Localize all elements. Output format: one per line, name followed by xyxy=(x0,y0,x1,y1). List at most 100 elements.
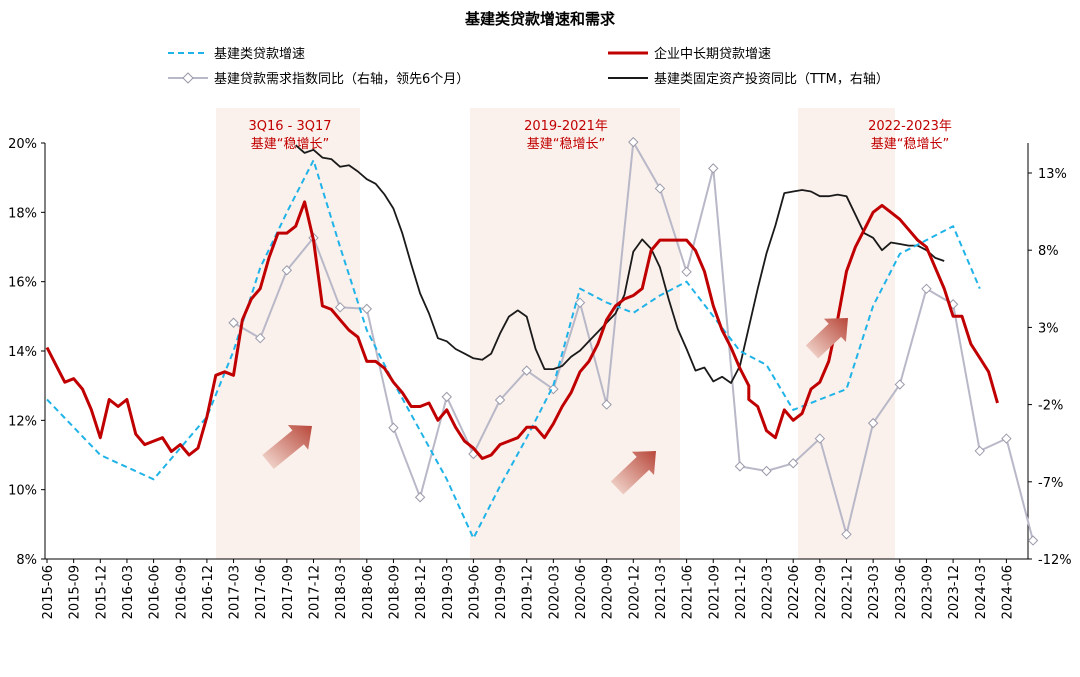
x-tick-label: 2017-09 xyxy=(281,565,296,619)
data-point xyxy=(734,461,746,472)
band-label: 基建“稳增长” xyxy=(527,136,605,152)
data-point xyxy=(521,365,532,376)
x-tick-label: 2016-09 xyxy=(174,565,189,619)
data-point xyxy=(574,297,586,308)
x-tick-label: 2016-03 xyxy=(121,565,136,619)
left-tick-label: 14% xyxy=(8,345,37,360)
data-point xyxy=(1001,433,1012,444)
legend-item: 基建类固定资产投资同比（TTM，右轴） xyxy=(608,71,889,87)
data-point xyxy=(228,317,239,328)
x-tick-label: 2016-12 xyxy=(201,565,216,619)
legend-label: 基建类贷款增速 xyxy=(214,47,305,62)
x-tick-label: 2017-03 xyxy=(228,565,243,619)
data-point xyxy=(841,529,852,540)
right-tick-label: -12% xyxy=(1038,553,1072,568)
x-tick-label: 2022-06 xyxy=(787,565,802,619)
data-point xyxy=(628,136,639,148)
series-layer xyxy=(45,136,1039,546)
legend-item: 企业中长期贷款增速 xyxy=(608,46,771,62)
legend-marker xyxy=(182,72,194,84)
data-point xyxy=(894,379,906,390)
x-tick-label: 2016-06 xyxy=(148,565,163,619)
x-tick-label: 2018-06 xyxy=(361,565,376,619)
x-tick-label: 2019-06 xyxy=(467,565,482,619)
right-tick-label: -2% xyxy=(1038,399,1063,414)
x-tick-label: 2024-03 xyxy=(974,565,989,619)
left-tick-label: 20% xyxy=(8,137,37,152)
data-point xyxy=(414,492,426,503)
data-point xyxy=(681,266,692,278)
left-tick-label: 10% xyxy=(8,484,37,499)
data-point xyxy=(494,394,506,406)
data-point xyxy=(254,333,266,344)
legend-label: 基建贷款需求指数同比（右轴，领先6个月） xyxy=(214,72,469,87)
band-label: 2022-2023年 xyxy=(868,119,952,134)
x-tick-label: 2017-06 xyxy=(254,565,269,619)
right-tick-label: 8% xyxy=(1038,244,1059,259)
left-tick-label: 16% xyxy=(8,276,37,291)
data-point xyxy=(787,458,799,469)
data-point xyxy=(708,163,719,174)
x-tick-label: 2023-03 xyxy=(867,565,882,619)
band-2 xyxy=(470,108,680,559)
left-tick-label: 18% xyxy=(8,206,37,221)
legend-item: 基建类贷款增速 xyxy=(168,47,305,62)
band-label: 基建“稳增长” xyxy=(251,136,329,152)
legend-item: 基建贷款需求指数同比（右轴，领先6个月） xyxy=(168,72,469,87)
band-label: 基建“稳增长” xyxy=(871,136,949,152)
band-label: 3Q16 - 3Q17 xyxy=(248,119,331,134)
data-point xyxy=(601,399,612,410)
band-1 xyxy=(216,108,360,559)
right-tick-label: 13% xyxy=(1038,167,1067,182)
data-point xyxy=(654,183,666,194)
x-tick-label: 2015-12 xyxy=(94,565,109,619)
data-point xyxy=(388,422,399,433)
trend-arrow-icon xyxy=(805,318,848,359)
left-tick-label: 8% xyxy=(16,553,37,568)
right-tick-label: -7% xyxy=(1038,476,1063,491)
x-tick-label: 2020-03 xyxy=(547,565,562,619)
x-tick-label: 2021-12 xyxy=(734,565,749,619)
x-tick-label: 2018-12 xyxy=(414,565,429,619)
data-point xyxy=(761,465,772,477)
legend-label: 企业中长期贷款增速 xyxy=(654,46,771,62)
band-label: 2019-2021年 xyxy=(524,119,608,134)
x-tick-label: 2023-12 xyxy=(947,565,962,619)
x-tick-label: 2024-06 xyxy=(1000,565,1015,619)
x-tick-label: 2015-09 xyxy=(68,565,83,619)
trend-arrow-icon xyxy=(610,451,656,495)
series-3 xyxy=(228,136,1039,546)
x-tick-label: 2022-09 xyxy=(814,565,829,619)
data-point xyxy=(814,433,826,444)
x-tick-label: 2019-03 xyxy=(441,565,456,619)
axes: 20% 18% 16% 14% 12% 10% 8% 13% 8% 3% -2% -7% -12% 201… xyxy=(8,137,1072,619)
data-point xyxy=(361,303,373,315)
x-tick-label: 2022-03 xyxy=(761,565,776,619)
x-tick-label: 2018-03 xyxy=(334,565,349,619)
x-tick-label: 2022-12 xyxy=(841,565,856,619)
x-tick-label: 2019-12 xyxy=(521,565,536,619)
left-tick-label: 12% xyxy=(8,414,37,429)
chart-title: 基建类贷款增速和需求 xyxy=(464,10,616,28)
data-point xyxy=(921,283,932,295)
x-tick-label: 2023-09 xyxy=(920,565,935,619)
data-point xyxy=(441,391,452,403)
x-tick-label: 2015-06 xyxy=(41,565,56,619)
x-tick-label: 2020-06 xyxy=(574,565,589,619)
data-point xyxy=(867,417,879,429)
series-line xyxy=(46,159,981,540)
data-point xyxy=(334,302,346,313)
x-tick-label: 2019-09 xyxy=(494,565,509,619)
x-tick-label: 2023-06 xyxy=(894,565,909,619)
trend-arrows xyxy=(262,318,848,495)
series-1 xyxy=(46,159,981,540)
data-point xyxy=(974,445,985,457)
x-tick-label: 2018-09 xyxy=(387,565,402,619)
x-tick-label: 2021-03 xyxy=(654,565,669,619)
data-point xyxy=(1027,535,1039,546)
trend-arrow-icon xyxy=(262,425,312,469)
data-point xyxy=(281,265,293,276)
x-tick-label: 2021-09 xyxy=(707,565,722,619)
legend-label: 基建类固定资产投资同比（TTM，右轴） xyxy=(654,71,889,87)
